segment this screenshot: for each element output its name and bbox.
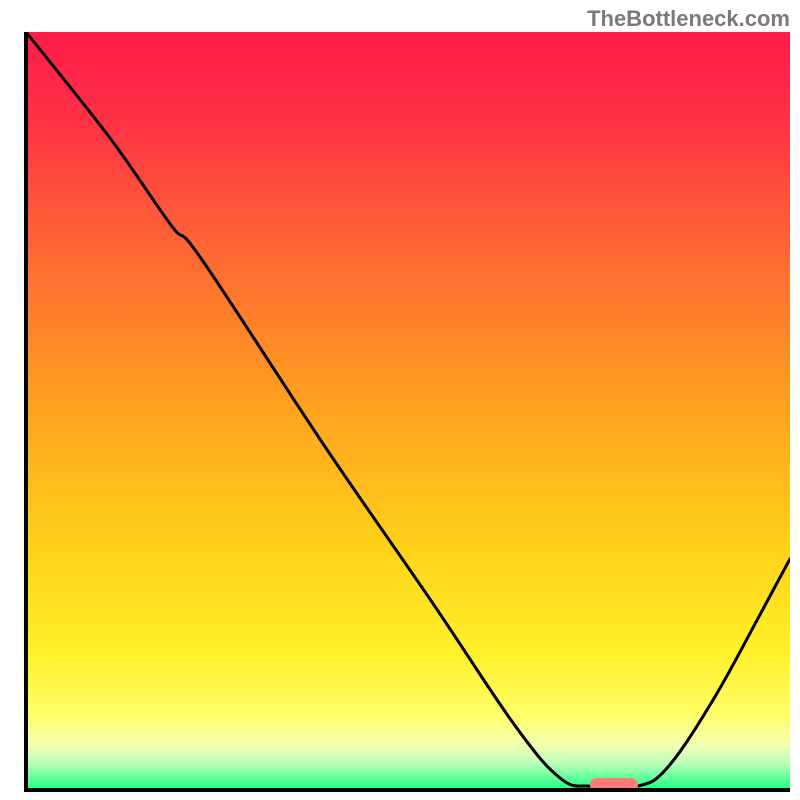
chart-container: TheBottleneck.com: [0, 0, 800, 800]
curve-svg: [26, 32, 790, 790]
x-axis-line: [24, 788, 790, 792]
y-axis-line: [24, 32, 28, 790]
curve-path: [26, 32, 790, 788]
plot-area: [26, 32, 790, 790]
watermark-text: TheBottleneck.com: [587, 6, 790, 32]
